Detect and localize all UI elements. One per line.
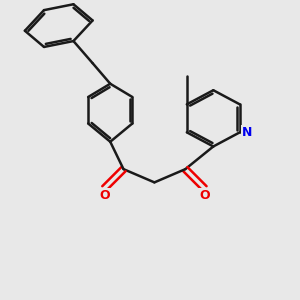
Text: O: O xyxy=(199,189,210,202)
Text: N: N xyxy=(242,126,252,139)
Text: O: O xyxy=(99,189,110,202)
